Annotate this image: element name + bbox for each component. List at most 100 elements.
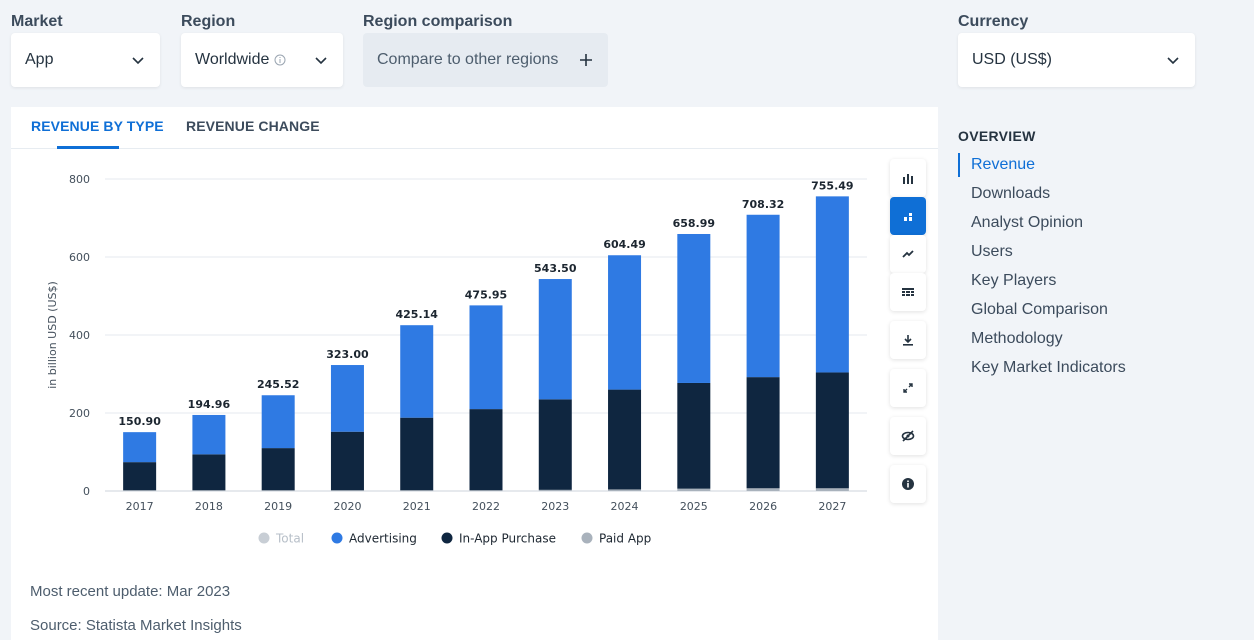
- bar-chart-icon: [903, 174, 913, 184]
- market-select[interactable]: App: [11, 33, 160, 87]
- hide-button[interactable]: [890, 417, 926, 455]
- x-tick-label: 2021: [403, 500, 431, 513]
- y-tick-label: 400: [69, 329, 90, 342]
- market-label: Market: [11, 13, 63, 30]
- tab-revenue-by-type[interactable]: REVENUE BY TYPE: [31, 118, 164, 134]
- tab-revenue-change[interactable]: REVENUE CHANGE: [186, 118, 320, 134]
- sidebar-item-downloads[interactable]: Downloads: [971, 185, 1051, 202]
- chart-panel: REVENUE BY TYPE REVENUE CHANGE 0 200 400 60…: [11, 107, 938, 640]
- bar-paid-app: [400, 490, 434, 491]
- x-tick-label: 2024: [611, 500, 639, 513]
- x-tick-label: 2019: [264, 500, 292, 513]
- bar-in-app-purchase: [261, 448, 295, 491]
- sidebar-item-methodology[interactable]: Methodology: [971, 330, 1063, 347]
- y-tick-label: 0: [83, 485, 90, 498]
- total-value-label: 245.52: [257, 378, 299, 391]
- overview-title: OVERVIEW: [958, 128, 1036, 144]
- compare-regions-text: Compare to other regions: [377, 51, 559, 68]
- bar-advertising: [677, 233, 711, 383]
- bar-advertising: [261, 395, 295, 449]
- legend-marker: [581, 532, 593, 544]
- currency-value: USD (US$): [972, 51, 1053, 68]
- currency-select[interactable]: USD (US$): [958, 33, 1195, 87]
- bar-paid-app: [746, 488, 780, 491]
- total-value-label: 755.49: [811, 179, 853, 192]
- legend-label: Total: [275, 532, 304, 546]
- currency-label: Currency: [958, 13, 1029, 30]
- bar-advertising: [608, 255, 642, 390]
- total-value-label: 150.90: [118, 415, 161, 428]
- y-axis-title: in billion USD (US$): [46, 281, 59, 389]
- info-circle-icon: [274, 54, 286, 66]
- bar-paid-app: [469, 490, 503, 491]
- bar-advertising: [400, 325, 434, 418]
- sidebar-item-global-comparison[interactable]: Global Comparison: [971, 301, 1108, 318]
- fullscreen-button[interactable]: [890, 369, 926, 407]
- bar-advertising: [538, 279, 572, 400]
- total-value-label: 194.96: [188, 398, 231, 411]
- most-recent-update: Most recent update: Mar 2023: [30, 583, 231, 600]
- hide-icon: [901, 430, 915, 442]
- bar-in-app-purchase: [677, 382, 711, 489]
- legend-marker: [331, 532, 343, 544]
- total-value-label: 658.99: [673, 217, 715, 230]
- revenue-chart: 0 200 400 600 800 in billion USD (US$) 150.90 2…: [46, 173, 867, 546]
- sidebar-item-analyst-opinion[interactable]: Analyst Opinion: [971, 214, 1084, 231]
- x-tick-label: 2027: [818, 500, 846, 513]
- active-tab-indicator: [57, 146, 119, 149]
- table-button[interactable]: [890, 273, 926, 311]
- bar-paid-app: [123, 490, 157, 491]
- compare-regions-button[interactable]: Compare to other regions: [363, 33, 608, 87]
- bar-chart-button[interactable]: [890, 159, 926, 197]
- bar-advertising: [746, 214, 780, 378]
- chevron-down-icon: [132, 57, 144, 65]
- region-select[interactable]: Worldwide: [181, 33, 343, 87]
- bar-in-app-purchase: [746, 377, 780, 489]
- sidebar-item-key-market-indicators[interactable]: Key Market Indicators: [971, 359, 1126, 376]
- x-tick-label: 2026: [749, 500, 777, 513]
- total-value-label: 425.14: [396, 308, 439, 321]
- y-tick-label: 800: [69, 173, 90, 186]
- region-value: Worldwide: [195, 51, 270, 68]
- trend-button[interactable]: [890, 235, 926, 273]
- sidebar-item-revenue[interactable]: Revenue: [971, 156, 1036, 173]
- legend-label: Paid App: [599, 532, 651, 546]
- legend-label: Advertising: [349, 532, 417, 546]
- x-tick-label: 2025: [680, 500, 708, 513]
- source-note: Source: Statista Market Insights: [30, 617, 242, 634]
- bar-advertising: [815, 196, 849, 373]
- x-tick-label: 2020: [333, 500, 361, 513]
- download-icon: [903, 335, 913, 346]
- market-value: App: [25, 51, 54, 68]
- y-tick-label: 600: [69, 251, 90, 264]
- x-tick-label: 2018: [195, 500, 223, 513]
- total-value-label: 708.32: [742, 198, 784, 211]
- bar-advertising: [330, 365, 364, 432]
- bar-paid-app: [538, 489, 572, 491]
- bar-paid-app: [330, 490, 364, 491]
- y-tick-label: 200: [69, 407, 90, 420]
- legend-label: In-App Purchase: [459, 532, 556, 546]
- tab-divider: [11, 148, 938, 149]
- trend-icon: [902, 250, 914, 258]
- legend-marker: [441, 532, 453, 544]
- expand-icon: [903, 383, 913, 393]
- total-value-label: 543.50: [534, 262, 577, 275]
- x-tick-label: 2022: [472, 500, 500, 513]
- download-button[interactable]: [890, 321, 926, 359]
- stacked-bar-icon: [904, 213, 912, 221]
- legend-marker: [258, 532, 270, 544]
- stacked-bar-button[interactable]: [890, 197, 926, 235]
- bar-in-app-purchase: [123, 462, 157, 491]
- region-comparison-label: Region comparison: [363, 13, 513, 30]
- bar-in-app-purchase: [608, 389, 642, 490]
- chevron-down-icon: [315, 57, 327, 65]
- bar-in-app-purchase: [469, 409, 503, 491]
- table-icon: [902, 288, 914, 296]
- sidebar-item-key-players[interactable]: Key Players: [971, 272, 1057, 289]
- bar-paid-app: [677, 488, 711, 491]
- x-tick-label: 2017: [126, 500, 154, 513]
- info-button[interactable]: [890, 465, 926, 503]
- sidebar-item-users[interactable]: Users: [971, 243, 1013, 260]
- bar-advertising: [123, 432, 157, 463]
